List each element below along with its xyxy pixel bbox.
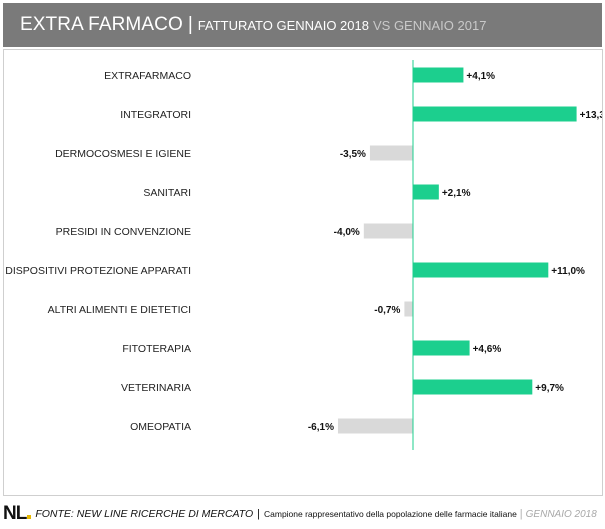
category-label-presidi-in-convenzione: PRESIDI IN CONVENZIONE bbox=[56, 226, 191, 238]
bar-fitoterapia bbox=[413, 340, 470, 356]
source-date: GENNAIO 2018 bbox=[525, 508, 597, 520]
chart-subtitle: FATTURATO GENNAIO 2018 bbox=[197, 17, 369, 33]
category-label-integratori: INTEGRATORI bbox=[120, 109, 191, 121]
bar-integratori bbox=[413, 106, 577, 122]
value-label-sanitari: +2,1% bbox=[442, 188, 471, 199]
chart-header: EXTRA FARMACO | FATTURATO GENNAIO 2018 V… bbox=[3, 3, 602, 47]
value-label-omeopatia: -6,1% bbox=[308, 422, 334, 433]
logo-letter-l: L bbox=[15, 503, 28, 524]
source-text: FONTE: NEW LINE RICERCHE DI MERCATO bbox=[35, 508, 254, 520]
value-label-altri-alimenti-e-dietetici: -0,7% bbox=[374, 305, 400, 316]
bar-omeopatia bbox=[337, 418, 413, 434]
bar-dispositivi-protezione-apparati bbox=[413, 262, 549, 278]
value-label-extrafarmaco: +4,1% bbox=[466, 71, 495, 82]
title-separator: | bbox=[187, 14, 193, 35]
chart-subtitle-comparison: VS GENNAIO 2017 bbox=[372, 17, 487, 33]
logo-letter-n: N bbox=[3, 503, 17, 524]
bar-presidi-in-convenzione bbox=[363, 223, 413, 239]
value-label-veterinaria: +9,7% bbox=[535, 383, 564, 394]
chart-title: EXTRA FARMACO bbox=[20, 14, 183, 35]
footer-separator: | bbox=[257, 508, 260, 520]
source-description: Campione rappresentativo della popolazio… bbox=[264, 509, 517, 519]
category-label-extrafarmaco: EXTRAFARMACO bbox=[104, 70, 191, 82]
category-label-omeopatia: OMEOPATIA bbox=[130, 421, 191, 433]
value-label-dermocosmesi-e-igiene: -3,5% bbox=[340, 149, 366, 160]
bar-altri-alimenti-e-dietetici bbox=[404, 301, 413, 317]
value-label-dispositivi-protezione-apparati: +11,0% bbox=[551, 266, 585, 277]
bar-chart: EXTRAFARMACO +4,1% INTEGRATORI +13,3% DERMOC… bbox=[5, 60, 602, 450]
value-label-fitoterapia: +4,6% bbox=[473, 344, 502, 355]
bar-veterinaria bbox=[413, 379, 533, 395]
chart-panel: EXTRAFARMACO +4,1% INTEGRATORI +13,3% DERMOC… bbox=[3, 49, 603, 496]
category-label-veterinaria: VETERINARIA bbox=[121, 382, 191, 394]
value-label-integratori: +13,3% bbox=[580, 110, 602, 121]
footer-separator-2: | bbox=[519, 508, 523, 520]
category-label-fitoterapia: FITOTERAPIA bbox=[122, 343, 191, 355]
category-label-sanitari: SANITARI bbox=[143, 187, 191, 199]
bar-extrafarmaco bbox=[413, 67, 464, 83]
category-label-altri-alimenti-e-dietetici: ALTRI ALIMENTI E DIETETICI bbox=[48, 304, 191, 316]
bar-sanitari bbox=[413, 184, 439, 200]
bar-dermocosmesi-e-igiene bbox=[369, 145, 413, 161]
logo-dot-icon bbox=[27, 515, 32, 519]
value-label-presidi-in-convenzione: -4,0% bbox=[334, 227, 360, 238]
category-label-dispositivi-protezione-apparati: DISPOSITIVI PROTEZIONE APPARATI bbox=[5, 265, 191, 277]
category-label-dermocosmesi-e-igiene: DERMOCOSMESI E IGIENE bbox=[55, 148, 191, 160]
